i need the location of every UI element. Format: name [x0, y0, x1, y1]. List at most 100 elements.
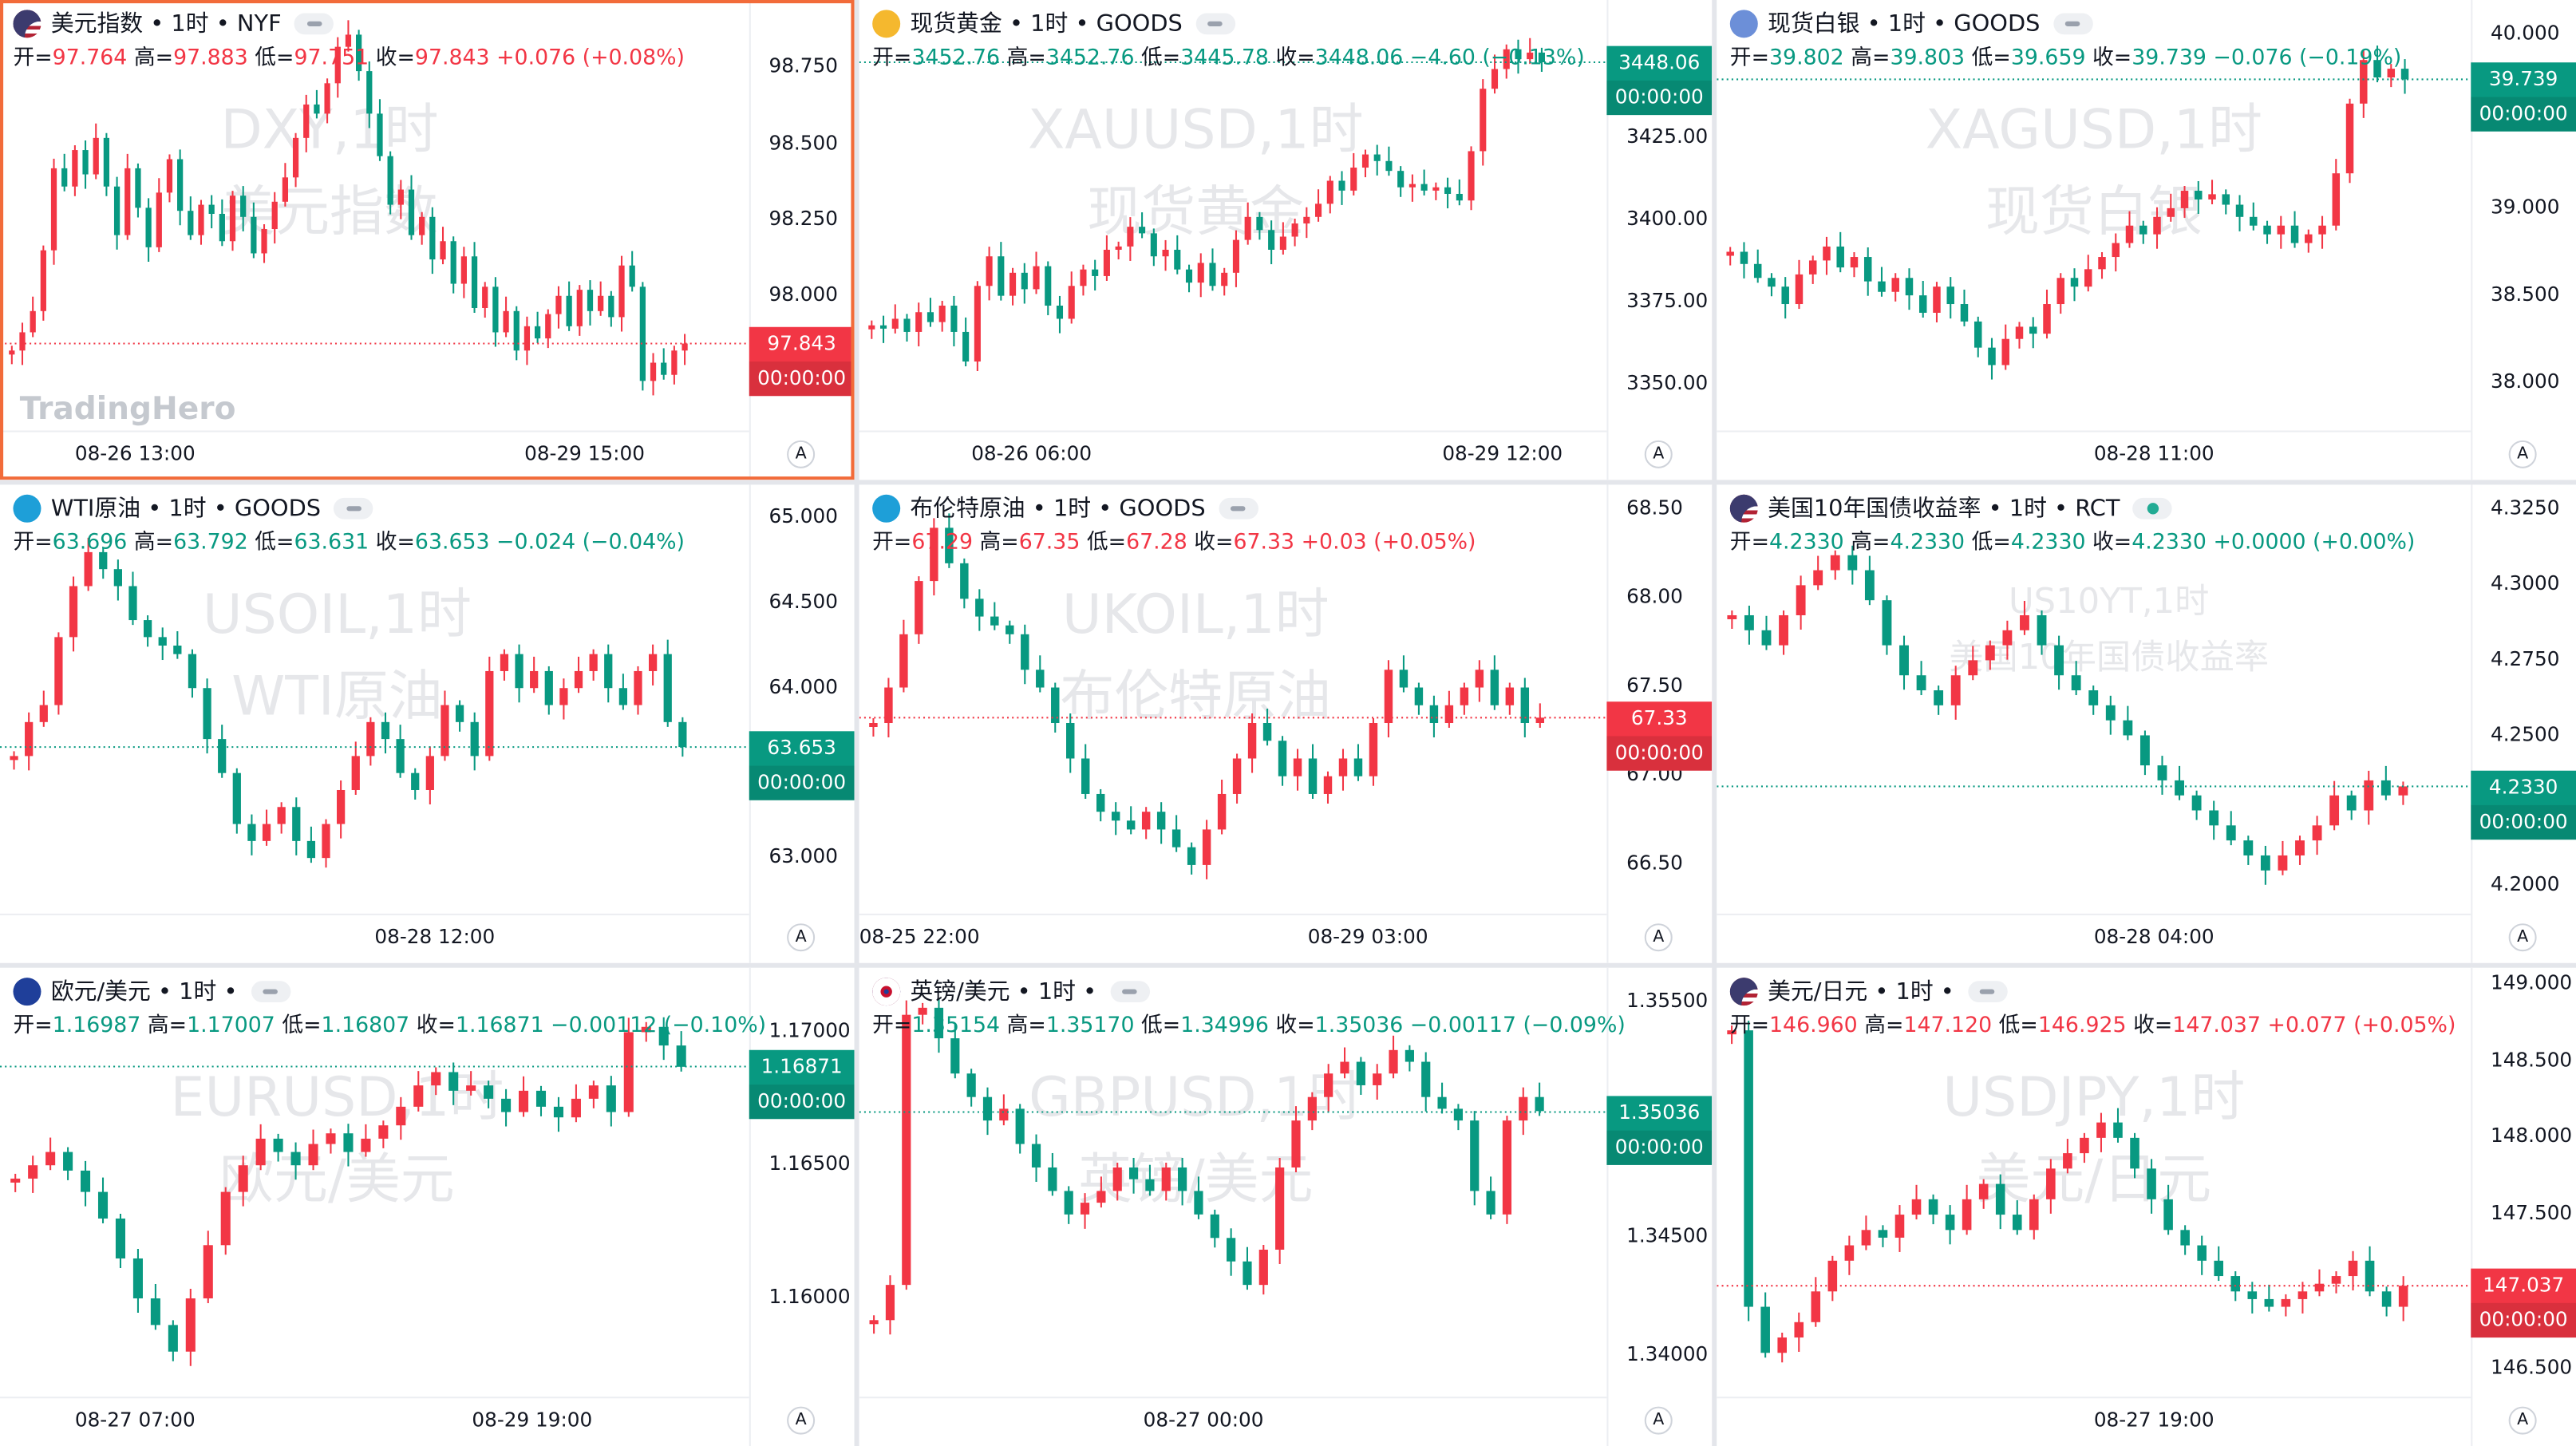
- time-axis[interactable]: [1717, 913, 2471, 963]
- ohlc-high-value: 147.120: [1903, 1013, 1993, 1039]
- chart-panel[interactable]: WTI原油 • 1时 • GOODS 开=63.696 高=63.792 低=63…: [0, 484, 855, 963]
- symbol-title[interactable]: 美元指数 • 1时 • NYF: [50, 11, 282, 38]
- market-status-icon[interactable]: [2133, 496, 2173, 519]
- candle-body: [1021, 634, 1029, 670]
- price-tick-label: 1.34000: [1626, 1341, 1709, 1365]
- candle-body: [314, 104, 320, 114]
- market-status-icon[interactable]: [1219, 496, 1258, 519]
- symbol-title[interactable]: 美国10年国债收益率 • 1时 • RCT: [1768, 496, 2120, 523]
- candle-body: [513, 310, 520, 351]
- candlestick-chart[interactable]: [859, 484, 1607, 913]
- market-status-icon[interactable]: [1109, 980, 1150, 1002]
- symbol-title[interactable]: 布伦特原油 • 1时 • GOODS: [910, 496, 1206, 523]
- symbol-header[interactable]: 美国10年国债收益率 • 1时 • RCT: [1729, 490, 2173, 526]
- chart-panel[interactable]: 英镑/美元 • 1时 • 开=1.35154 高=1.35170 低=1.3499…: [859, 967, 1713, 1446]
- time-axis[interactable]: [0, 1397, 749, 1446]
- candle-body: [2020, 614, 2029, 630]
- price-axis[interactable]: [2471, 484, 2576, 963]
- symbol-title[interactable]: 欧元/美元 • 1时 •: [50, 979, 238, 1006]
- candle-body: [1760, 1306, 1770, 1353]
- candlestick-chart[interactable]: [1717, 968, 2471, 1397]
- chart-panel[interactable]: 美元/日元 • 1时 • 开=146.960 高=147.120 低=146.92…: [1717, 967, 2576, 1446]
- price-axis[interactable]: [2471, 0, 2576, 480]
- candle-body: [641, 1026, 651, 1033]
- time-axis[interactable]: [859, 430, 1607, 480]
- price-axis[interactable]: [749, 0, 855, 480]
- symbol-header[interactable]: WTI原油 • 1时 • GOODS: [13, 490, 373, 526]
- candle-body: [1861, 1230, 1871, 1246]
- candle-body: [1444, 705, 1454, 724]
- auto-scale-button[interactable]: A: [2508, 1406, 2537, 1435]
- symbol-header[interactable]: 欧元/美元 • 1时 •: [13, 973, 290, 1009]
- symbol-title[interactable]: 现货黄金 • 1时 • GOODS: [910, 11, 1183, 38]
- price-axis[interactable]: [1606, 967, 1712, 1446]
- candlestick-chart[interactable]: [0, 484, 749, 913]
- auto-scale-button[interactable]: A: [1644, 923, 1673, 952]
- time-axis[interactable]: [859, 1397, 1607, 1446]
- candle-body: [484, 1085, 494, 1099]
- last-price-value: 1.35036: [1618, 1100, 1701, 1124]
- chart-panel[interactable]: 美国10年国债收益率 • 1时 • RCT 开=4.2330 高=4.2330 低…: [1717, 484, 2576, 963]
- row-divider[interactable]: [0, 962, 2576, 968]
- symbol-header[interactable]: 英镑/美元 • 1时 •: [872, 973, 1150, 1009]
- candlestick-chart[interactable]: [859, 968, 1607, 1397]
- column-divider[interactable]: [1712, 0, 1717, 1446]
- column-divider[interactable]: [854, 0, 859, 1446]
- candle-body: [544, 670, 553, 705]
- candlestick-chart[interactable]: [0, 0, 749, 430]
- time-tick-label: 08-26 06:00: [971, 441, 1092, 465]
- symbol-title[interactable]: WTI原油 • 1时 • GOODS: [50, 496, 322, 523]
- chart-panel[interactable]: 现货白银 • 1时 • GOODS 开=39.802 高=39.803 低=39.…: [1717, 0, 2576, 480]
- price-axis[interactable]: [2471, 967, 2576, 1446]
- chart-panel[interactable]: 欧元/美元 • 1时 • 开=1.16987 高=1.17007 低=1.1680…: [0, 967, 855, 1446]
- candle-body: [1209, 263, 1216, 286]
- auto-scale-button[interactable]: A: [2508, 440, 2537, 468]
- market-status-icon[interactable]: [1967, 980, 2007, 1002]
- price-axis[interactable]: [749, 967, 855, 1446]
- symbol-header[interactable]: 布伦特原油 • 1时 • GOODS: [872, 490, 1258, 526]
- candlestick-chart[interactable]: [1717, 0, 2471, 430]
- symbol-header[interactable]: 美元/日元 • 1时 •: [1729, 973, 2007, 1009]
- symbol-title[interactable]: 英镑/美元 • 1时 •: [910, 979, 1097, 1006]
- candle-body: [503, 310, 509, 333]
- time-axis[interactable]: [1717, 1397, 2471, 1446]
- candle-body: [571, 1098, 581, 1118]
- time-axis[interactable]: [0, 913, 749, 963]
- market-status-icon[interactable]: [1195, 12, 1235, 34]
- auto-scale-button[interactable]: A: [787, 440, 816, 468]
- candlestick-chart[interactable]: [0, 968, 749, 1397]
- symbol-title[interactable]: 美元/日元 • 1时 •: [1768, 979, 1954, 1006]
- auto-scale-button[interactable]: A: [787, 1406, 816, 1435]
- market-status-icon[interactable]: [334, 496, 373, 519]
- auto-scale-button[interactable]: A: [1644, 1406, 1673, 1435]
- candle-body: [81, 1170, 91, 1192]
- price-axis[interactable]: [1606, 0, 1712, 480]
- candle-body: [2208, 194, 2216, 200]
- chart-panel[interactable]: 布伦特原油 • 1时 • GOODS 开=67.29 高=67.35 低=67.2…: [859, 484, 1713, 963]
- time-axis[interactable]: [1717, 430, 2471, 480]
- ohlc-close-value: 4.2330: [2132, 531, 2207, 555]
- auto-scale-button[interactable]: A: [2508, 923, 2537, 952]
- candlestick-chart[interactable]: [1717, 484, 2471, 913]
- time-axis[interactable]: [0, 430, 749, 480]
- candle-body: [2263, 225, 2271, 235]
- chart-panel[interactable]: 现货黄金 • 1时 • GOODS 开=3452.76 高=3452.76 低=3…: [859, 0, 1713, 480]
- auto-scale-button[interactable]: A: [1644, 440, 1673, 468]
- row-divider[interactable]: [0, 480, 2576, 485]
- symbol-title[interactable]: 现货白银 • 1时 • GOODS: [1768, 11, 2041, 38]
- candle-body: [113, 569, 122, 587]
- price-axis[interactable]: [749, 484, 855, 963]
- auto-scale-button[interactable]: A: [787, 923, 816, 952]
- candlestick-chart[interactable]: [859, 0, 1607, 430]
- last-price-tag: 147.037 00:00:00: [2471, 1269, 2576, 1339]
- market-status-icon[interactable]: [250, 980, 290, 1002]
- market-status-icon[interactable]: [294, 12, 334, 34]
- symbol-header[interactable]: 现货白银 • 1时 • GOODS: [1729, 5, 2093, 41]
- time-axis[interactable]: [859, 913, 1607, 963]
- symbol-header[interactable]: 现货黄金 • 1时 • GOODS: [872, 5, 1235, 41]
- candle-body: [589, 654, 598, 671]
- candle-body: [1056, 305, 1064, 319]
- candle-body: [1761, 630, 1772, 646]
- market-status-icon[interactable]: [2053, 12, 2093, 34]
- symbol-header[interactable]: 美元指数 • 1时 • NYF: [13, 5, 334, 41]
